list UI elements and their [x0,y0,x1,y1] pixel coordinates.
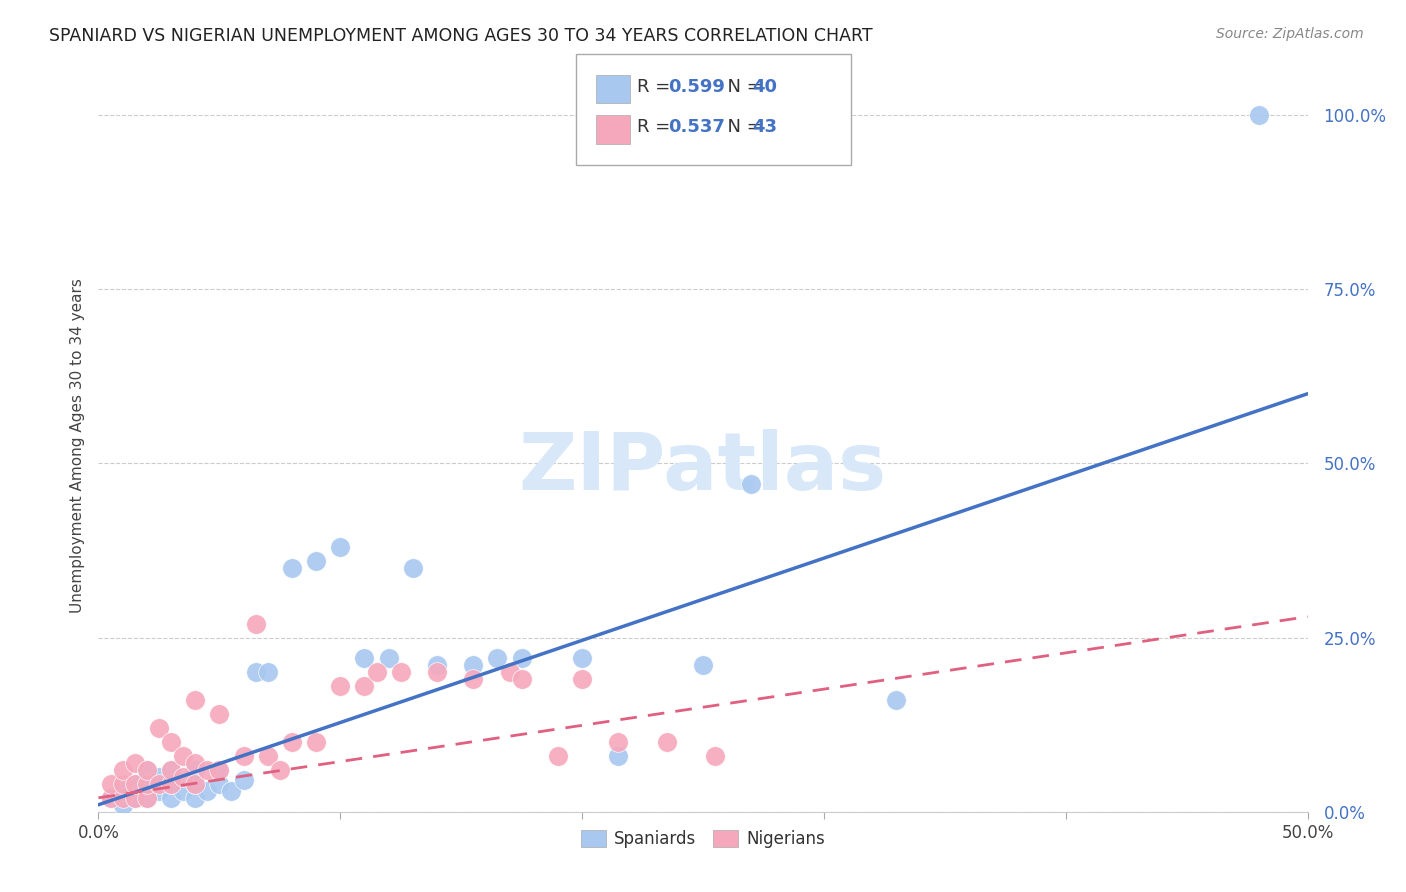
Point [148,777,170,791]
Point [135,763,157,777]
Point [124,790,146,805]
Point [135,790,157,805]
Point [281,561,304,575]
Point [510,673,533,687]
Point [426,658,449,673]
Point [124,777,146,791]
Point [135,777,157,791]
Point [353,679,375,693]
Point [184,763,207,777]
Text: SPANIARD VS NIGERIAN UNEMPLOYMENT AMONG AGES 30 TO 34 YEARS CORRELATION CHART: SPANIARD VS NIGERIAN UNEMPLOYMENT AMONG … [49,27,873,45]
Point [232,749,254,764]
Point [124,790,146,805]
Text: Source: ZipAtlas.com: Source: ZipAtlas.com [1216,27,1364,41]
Point [184,790,207,805]
Point [426,665,449,680]
Point [305,554,328,568]
Point [329,679,352,693]
Point [111,790,134,805]
Point [208,763,231,777]
Point [160,735,183,749]
Point [172,784,194,798]
Text: 40: 40 [752,78,778,95]
Point [135,777,157,791]
Legend: Spaniards, Nigerians: Spaniards, Nigerians [574,823,832,855]
Point [269,763,291,777]
Point [402,561,425,575]
Point [111,763,134,777]
Point [160,763,183,777]
Point [172,770,194,784]
Point [135,790,157,805]
Point [111,797,134,812]
Point [353,651,375,665]
Text: N =: N = [716,78,768,95]
Point [208,763,231,777]
Point [208,777,231,791]
Point [111,777,134,791]
Point [172,749,194,764]
Point [148,784,170,798]
Point [135,763,157,777]
Point [160,790,183,805]
Point [148,721,170,735]
Y-axis label: Unemployment Among Ages 30 to 34 years: Unemployment Among Ages 30 to 34 years [69,278,84,614]
Point [389,665,412,680]
Point [208,707,231,722]
Point [160,777,183,791]
Point [281,735,304,749]
Point [740,477,762,491]
Point [232,773,254,788]
Point [256,665,278,680]
Point [195,763,218,777]
Point [547,749,569,764]
Point [305,735,328,749]
Point [100,790,122,805]
Point [148,770,170,784]
Point [184,777,207,791]
Point [1249,108,1271,122]
Point [571,673,593,687]
Point [245,616,267,631]
Point [100,790,122,805]
Point [245,665,267,680]
Point [124,777,146,791]
Point [607,735,630,749]
Point [704,749,727,764]
Point [160,763,183,777]
Text: 0.599: 0.599 [668,78,724,95]
Text: 43: 43 [752,118,778,136]
Point [886,693,908,707]
Point [124,756,146,770]
Point [100,777,122,791]
Point [184,777,207,791]
Point [571,651,593,665]
Point [195,784,218,798]
Point [692,658,714,673]
Point [184,693,207,707]
Point [486,651,509,665]
Point [111,784,134,798]
Point [160,777,183,791]
Point [256,749,278,764]
Point [655,735,678,749]
Point [607,749,630,764]
Text: R =: R = [637,78,676,95]
Text: R =: R = [637,118,676,136]
Point [221,784,243,798]
Text: ZIPatlas: ZIPatlas [519,429,887,507]
Point [463,673,485,687]
Point [329,540,352,554]
Point [463,658,485,673]
Text: N =: N = [716,118,768,136]
Text: 0.537: 0.537 [668,118,724,136]
Point [366,665,388,680]
Point [377,651,399,665]
Point [498,665,520,680]
Point [184,756,207,770]
Point [510,651,533,665]
